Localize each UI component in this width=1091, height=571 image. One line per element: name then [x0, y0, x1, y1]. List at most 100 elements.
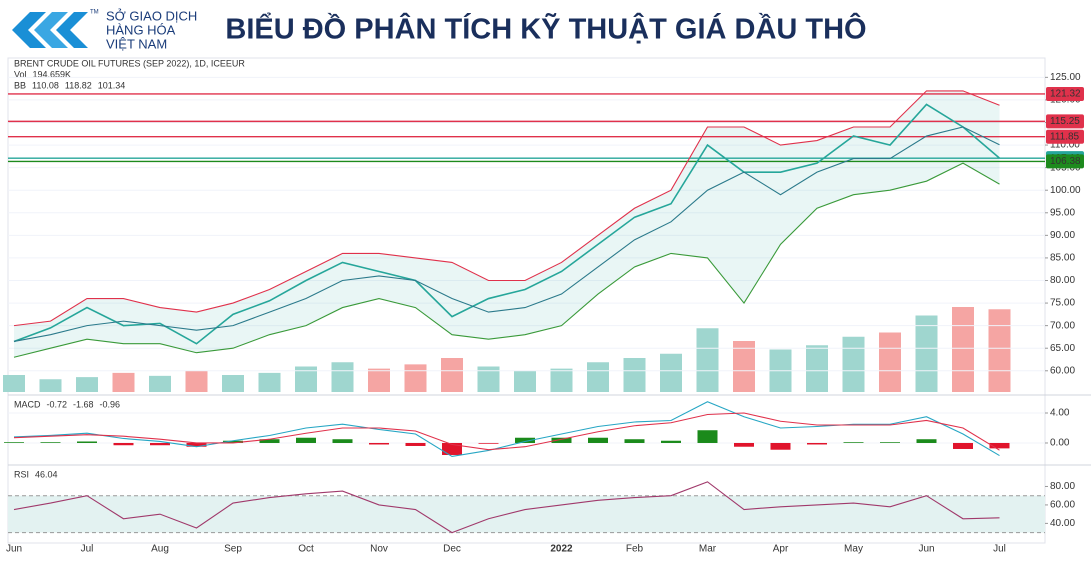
- y-tick-label: 80.00: [1050, 275, 1075, 286]
- volume-bar: [514, 370, 536, 392]
- macd-histogram-bar: [405, 442, 426, 446]
- macd-histogram-bar: [807, 442, 827, 445]
- volume-bar: [222, 375, 244, 392]
- macd-histogram-bar: [734, 442, 754, 447]
- macd-histogram-bar: [697, 430, 718, 443]
- symbol-info: BRENT CRUDE OIL FUTURES (SEP 2022), 1D, …: [14, 58, 245, 68]
- y-tick-label: 75.00: [1050, 298, 1075, 309]
- indicator-value: -1.68: [73, 399, 94, 409]
- macd-histogram-bar: [113, 442, 134, 446]
- indicator-value: 110.08: [32, 80, 59, 90]
- macd-histogram-bar: [478, 442, 499, 444]
- price-level-label: 115.25: [1050, 116, 1080, 127]
- x-tick-label: Jun: [918, 544, 934, 555]
- logo-mark: TM: [90, 10, 99, 16]
- series-line: [13, 412, 1000, 451]
- volume-bar: [368, 368, 390, 392]
- x-tick-label: May: [844, 544, 863, 555]
- plot-frame: [7, 57, 1046, 544]
- y-tick-label: 60.00: [1050, 500, 1075, 511]
- x-tick-label: Mar: [699, 544, 717, 555]
- volume-bar: [331, 362, 354, 392]
- y-tick-label: 100.00: [1050, 185, 1081, 196]
- volume-bar: [623, 358, 646, 392]
- macd-histogram-bar: [880, 442, 900, 443]
- macd-histogram-bar: [369, 442, 389, 445]
- x-tick-label: Jul: [81, 544, 94, 555]
- y-tick-label: 65.00: [1050, 343, 1075, 354]
- x-tick-label: Nov: [370, 544, 388, 555]
- rsi-band: [8, 495, 1045, 533]
- logo-chevron: [56, 12, 88, 48]
- volume-bar: [112, 372, 135, 392]
- indicator-value: -0.72: [47, 399, 68, 409]
- price-level-tag: [1046, 86, 1084, 101]
- x-tick-label: 2022: [550, 544, 573, 555]
- volume-bar: [185, 370, 208, 392]
- y-tick-label: 95.00: [1050, 207, 1075, 218]
- macd-histogram-bar: [223, 440, 243, 443]
- series-line: [13, 481, 1000, 534]
- series-line: [13, 126, 1000, 342]
- volume-bar: [3, 375, 25, 392]
- y-tick-label: 110.00: [1050, 140, 1080, 151]
- volume-bar: [295, 366, 317, 392]
- price-level-tag: [1046, 114, 1084, 129]
- macd-histogram-bar: [77, 441, 97, 443]
- volume-bar: [733, 341, 755, 392]
- volume-bar: [550, 368, 573, 392]
- price-level-label: 111.85: [1050, 131, 1080, 142]
- macd-histogram-bar: [515, 437, 535, 443]
- volume-bar: [915, 315, 938, 392]
- macd-histogram-bar: [770, 442, 791, 450]
- macd-histogram-bar: [4, 442, 24, 443]
- logo-chevron: [12, 12, 46, 48]
- macd-histogram-bar: [916, 439, 937, 443]
- x-tick-label: Dec: [443, 544, 461, 555]
- y-tick-label: 40.00: [1050, 518, 1075, 529]
- series-line: [13, 103, 1001, 345]
- logo-text: HÀNG HÓA: [106, 22, 176, 37]
- volume-bar: [842, 336, 865, 392]
- indicator-value: 118.82: [65, 80, 92, 90]
- volume-bar: [988, 309, 1011, 392]
- x-tick-label: Jun: [6, 544, 22, 555]
- price-level-label: 106.38: [1050, 156, 1081, 167]
- logo-text: SỞ GIAO DỊCH: [106, 8, 197, 23]
- indicator-value: 46.04: [35, 469, 58, 479]
- x-tick-label: Jul: [993, 544, 1006, 555]
- x-tick-label: Feb: [626, 544, 644, 555]
- price-level-tag: [1046, 154, 1084, 169]
- volume-bar: [149, 375, 171, 392]
- macd-histogram-bar: [588, 437, 608, 443]
- x-tick-label: Oct: [298, 544, 314, 555]
- macd-histogram-bar: [661, 440, 681, 443]
- x-tick-label: Aug: [151, 544, 169, 555]
- logo-chevron: [34, 12, 68, 48]
- y-tick-label: 60.00: [1050, 365, 1075, 376]
- x-tick-label: Apr: [773, 544, 789, 555]
- volume-bar: [76, 377, 98, 392]
- volume-bar: [404, 364, 427, 392]
- y-tick-label: 0.00: [1050, 438, 1070, 449]
- y-tick-label: 80.00: [1050, 481, 1075, 492]
- macd-histogram-bar: [150, 442, 170, 446]
- volume-bar: [258, 372, 281, 392]
- bb-fill: [14, 90, 1000, 358]
- volume-bar: [806, 345, 828, 392]
- macd-histogram-bar: [624, 439, 645, 443]
- indicator-label: Vol: [14, 69, 27, 79]
- volume-bar: [660, 353, 682, 392]
- indicator-label: MACD: [14, 399, 41, 409]
- series-line: [13, 90, 1000, 327]
- series-line: [13, 162, 1000, 358]
- macd-histogram-bar: [332, 439, 353, 443]
- volume-bar: [952, 307, 974, 392]
- volume-bar: [441, 358, 463, 392]
- indicator-label: RSI: [14, 469, 29, 479]
- indicator-label: BB: [14, 80, 26, 90]
- title: BIỂU ĐỒ PHÂN TÍCH KỸ THUẬT GIÁ DẦU THÔ: [225, 12, 866, 46]
- volume-bar: [696, 328, 719, 392]
- macd-histogram-bar: [843, 442, 864, 443]
